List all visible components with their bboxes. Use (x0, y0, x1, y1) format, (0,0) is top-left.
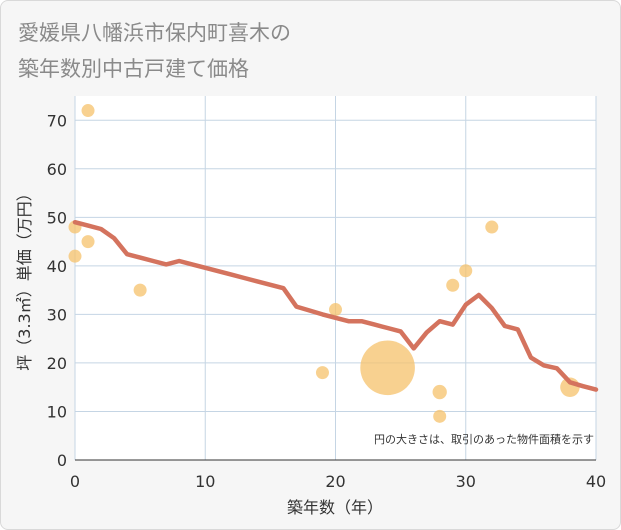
bubble (81, 235, 95, 249)
bubble (81, 104, 95, 118)
bubble (329, 303, 342, 317)
bubble (68, 249, 82, 263)
bubble (360, 340, 415, 396)
y-tick-labels: 0 10 20 30 40 50 60 70 (47, 111, 67, 470)
chart-title-line-1: 愛媛県八幡浜市保内町喜木の (18, 21, 291, 45)
bubble (433, 409, 447, 423)
chart-title: 愛媛県八幡浜市保内町喜木の 築年数別中古戸建て価格 (18, 15, 291, 87)
y-tick-label: 20 (47, 354, 67, 373)
y-axis-label: 坪（3.3㎡）単価（万円） (15, 185, 34, 370)
y-tick-label: 50 (47, 208, 67, 227)
x-tick-label: 30 (456, 472, 476, 491)
y-tick-label: 0 (57, 451, 67, 470)
bubble (432, 384, 447, 400)
x-axis-label: 築年数（年） (287, 498, 383, 517)
bubble (315, 366, 329, 380)
bubbles (68, 104, 580, 423)
bubble (459, 264, 473, 278)
y-tick-label: 70 (47, 111, 67, 130)
y-tick-label: 40 (47, 257, 67, 276)
bubble (485, 220, 499, 234)
y-tick-label: 10 (47, 402, 67, 421)
bubble (446, 278, 460, 292)
grid-lines (74, 96, 597, 460)
trend-line (72, 219, 599, 392)
bubble (133, 283, 147, 297)
chart-title-line-2: 築年数別中古戸建て価格 (18, 57, 249, 81)
x-tick-label: 40 (586, 472, 606, 491)
y-tick-label: 30 (47, 305, 67, 324)
x-tick-label: 10 (195, 472, 215, 491)
y-tick-label: 60 (47, 160, 67, 179)
x-tick-labels: 0 10 20 30 40 (70, 472, 606, 491)
size-note: 円の大きさは、取引のあった物件面積を示す (374, 432, 594, 446)
x-tick-label: 0 (70, 472, 80, 491)
trend-layer (72, 219, 599, 392)
x-tick-label: 20 (325, 472, 345, 491)
